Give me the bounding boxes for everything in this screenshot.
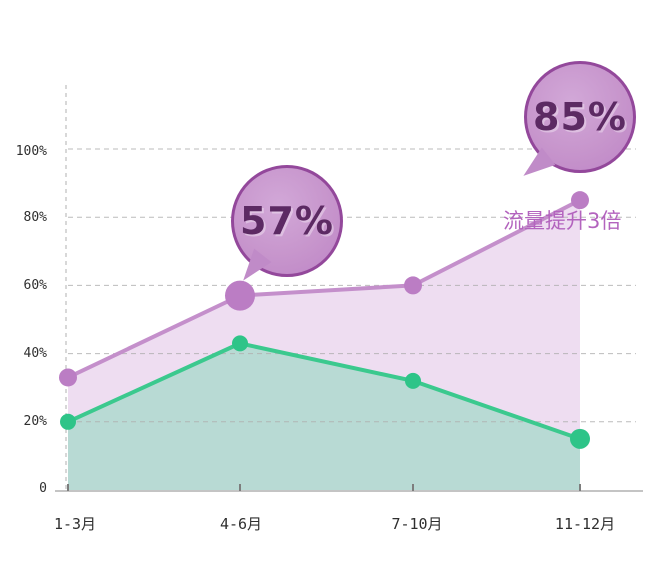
y-axis-label-80: 80% <box>23 210 47 225</box>
y-axis-label-60: 60% <box>23 278 47 293</box>
callout-value-85pct: 85% <box>533 95 627 139</box>
callout-bubble-85pct: 85% <box>516 61 636 185</box>
x-axis-label-q4: 11-12月 <box>554 515 616 533</box>
y-axis-label-40: 40% <box>23 346 47 361</box>
x-axis-label-q3: 7-10月 <box>391 515 443 533</box>
callout-value-57pct: 57% <box>240 199 334 243</box>
x-axis-label-q2: 4-6月 <box>219 515 263 533</box>
y-axis-label-20: 20% <box>23 414 47 429</box>
traffic-note-label: 流量提升3倍 <box>503 209 622 233</box>
callout-bubble-57pct: 57% <box>231 165 343 288</box>
y-axis-label-100: 100% <box>15 144 47 159</box>
x-axis-label-q1: 1-3月 <box>53 515 97 533</box>
y-axis-label-0: 0 <box>39 481 47 496</box>
